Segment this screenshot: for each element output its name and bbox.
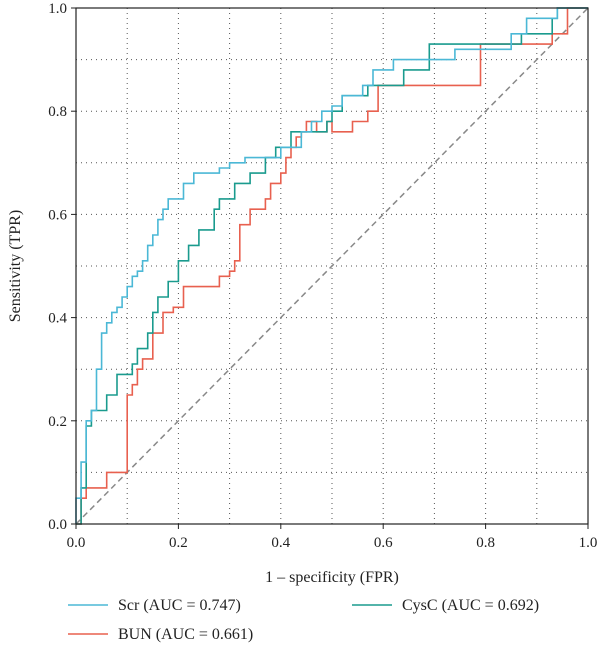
grid	[76, 8, 588, 524]
plot-frame	[75, 7, 589, 525]
legend-label-cysc: CysC (AUC = 0.692)	[402, 597, 539, 614]
series-line-scr	[75, 7, 588, 524]
reference-diagonal-line	[75, 7, 589, 525]
series-line-cysc	[76, 7, 588, 525]
x-tick-label: 0.6	[374, 535, 393, 551]
x-tick-label: 1.0	[579, 535, 598, 551]
y-tick-label: 0.0	[48, 517, 67, 533]
legend-label-bun: BUN (AUC = 0.661)	[118, 626, 253, 643]
axis-ticks: 0.0 0.2 0.4 0.6 0.8 1.0 0.0 0.2 0.4 0.6 0.8 1.0	[48, 1, 597, 551]
x-tick-label: 0.2	[169, 535, 188, 551]
y-tick-label: 0.2	[48, 414, 67, 430]
y-tick-label: 1.0	[48, 1, 67, 17]
legend-label-scr: Scr (AUC = 0.747)	[118, 597, 241, 614]
x-tick-label: 0.4	[271, 535, 290, 551]
x-tick-label: 0.0	[67, 535, 86, 551]
y-tick-label: 0.4	[48, 311, 67, 327]
x-tick-label: 0.8	[476, 535, 495, 551]
y-tick-label: 0.6	[48, 207, 67, 223]
legend: Scr (AUC = 0.747) BUN (AUC = 0.661) CysC (…	[68, 597, 539, 643]
series-lines	[75, 7, 588, 525]
y-axis-label: Sensitivity (TPR)	[7, 210, 24, 322]
x-axis-label: 1 – specificity (FPR)	[265, 569, 399, 586]
series-line-bun	[76, 7, 588, 525]
y-tick-label: 0.8	[48, 104, 67, 120]
